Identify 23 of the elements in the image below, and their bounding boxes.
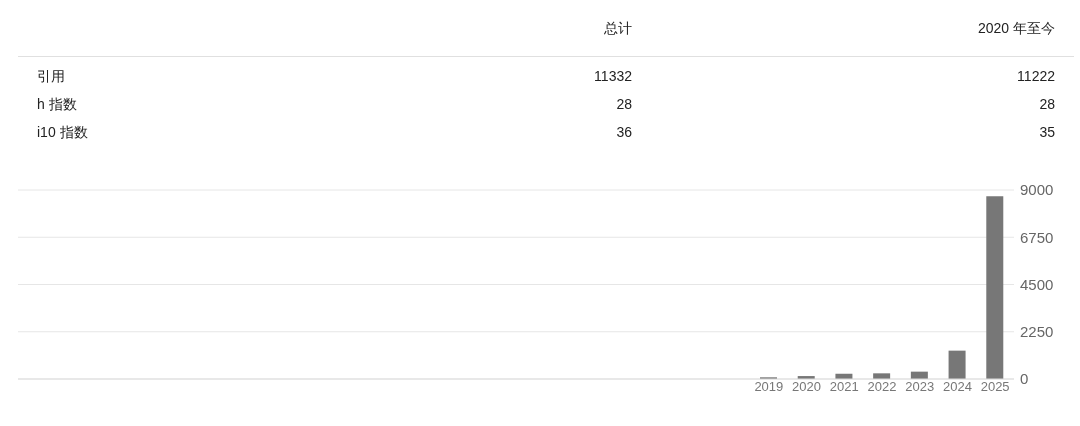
text: 11332 bbox=[594, 67, 632, 85]
x-tick-label: 2019 bbox=[754, 379, 784, 395]
text: 引用 bbox=[37, 67, 65, 85]
x-tick-label: 2022 bbox=[867, 379, 897, 395]
x-tick-label: 2021 bbox=[829, 379, 859, 395]
x-tick-label: 2020 bbox=[792, 379, 822, 395]
text: i10 指数 bbox=[37, 123, 88, 141]
x-tick-label: 2024 bbox=[942, 379, 972, 395]
text: 36 bbox=[616, 123, 632, 141]
y-tick-label: 4500 bbox=[1020, 275, 1054, 293]
y-tick-label: 2250 bbox=[1020, 323, 1054, 341]
x-tick-label: 2025 bbox=[980, 379, 1010, 395]
x-tick-label: 2023 bbox=[905, 379, 935, 395]
text: 28 bbox=[616, 95, 632, 113]
text: h 指数 bbox=[37, 95, 77, 113]
text: 35 bbox=[1039, 123, 1055, 141]
text: 11222 bbox=[1017, 67, 1055, 85]
y-tick-label: 0 bbox=[1020, 370, 1029, 388]
text: 总计 bbox=[604, 19, 632, 37]
text: 2020 年至今 bbox=[977, 19, 1055, 37]
y-tick-label: 6750 bbox=[1020, 228, 1054, 246]
y-tick-label: 9000 bbox=[1020, 181, 1054, 199]
text: 28 bbox=[1039, 95, 1055, 113]
